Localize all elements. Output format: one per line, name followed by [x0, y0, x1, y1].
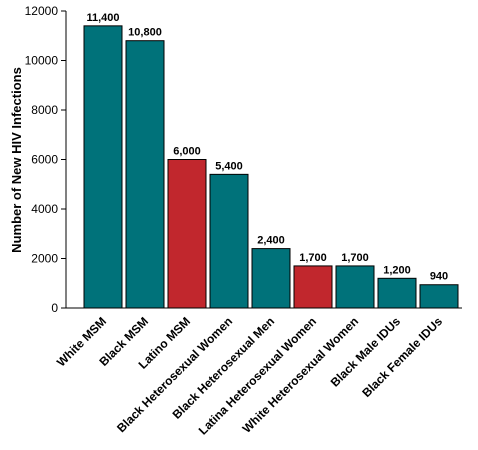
bar: [293, 265, 333, 309]
bar-value-label: 5,400: [215, 160, 243, 172]
y-tick-label: 0: [51, 301, 58, 315]
y-tick-label: 12000: [25, 4, 59, 18]
category-label: Black Female IDUs: [359, 314, 445, 400]
bar: [125, 40, 165, 309]
bar: [419, 284, 459, 309]
bar: [251, 248, 291, 309]
bar-value-label: 2,400: [257, 235, 285, 247]
y-tick-label: 4000: [31, 202, 58, 216]
bar: [167, 159, 207, 309]
bar: [209, 173, 249, 309]
bar-value-label: 1,700: [341, 252, 369, 264]
bar-value-label: 1,200: [383, 264, 411, 276]
bar: [335, 265, 375, 309]
y-tick-label: 10000: [25, 54, 59, 68]
bar-value-label: 11,400: [86, 12, 119, 24]
bar-value-label: 10,800: [128, 27, 162, 39]
y-tick-label: 8000: [31, 103, 58, 117]
bar-value-label: 940: [430, 271, 448, 283]
bar: [377, 277, 417, 309]
bar-value-label: 1,700: [299, 252, 327, 264]
y-tick-label: 2000: [31, 252, 58, 266]
y-axis-title: Number of New HIV Infections: [9, 67, 24, 253]
y-tick-label: 6000: [31, 153, 58, 167]
bar-value-label: 6,000: [173, 146, 201, 158]
bar: [83, 25, 123, 309]
